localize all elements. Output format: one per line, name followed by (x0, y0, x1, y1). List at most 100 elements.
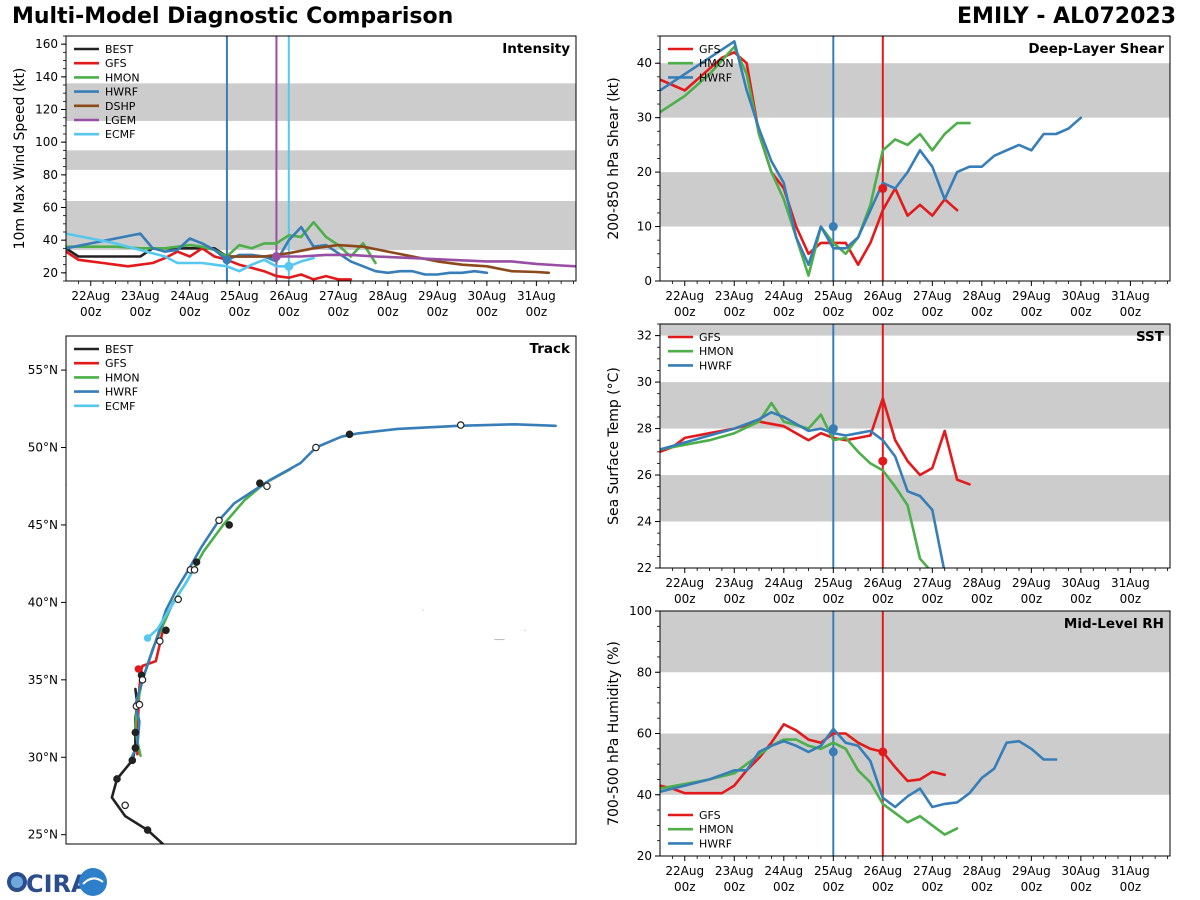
shear-legend-label-hmon: HMON (699, 57, 734, 70)
track-legend-label-hwrf: HWRF (105, 386, 138, 399)
cira-badge-icon (79, 868, 107, 896)
track-legend-label-hmon: HMON (105, 371, 140, 384)
track-series-gfs (136, 628, 165, 756)
intensity-ytick-label: 120 (35, 103, 58, 117)
track-position-marker (138, 676, 147, 684)
sst-ytick-label: 28 (637, 422, 652, 436)
sst-xtick-sublabel: 00z (1021, 592, 1043, 606)
track-position-marker (345, 430, 354, 439)
sst-marker-gfs (878, 456, 888, 466)
intensity-xtick-sublabel: 00z (179, 305, 201, 319)
sst-ytick-label: 30 (637, 375, 652, 389)
track-position-marker (456, 421, 465, 429)
intensity-band-2 (66, 83, 576, 121)
cira-logo: CIRA (7, 868, 107, 898)
sst-xtick-sublabel: 00z (823, 592, 845, 606)
intensity-xtick-sublabel: 00z (328, 305, 350, 319)
shear-ytick-label: 20 (637, 165, 652, 179)
intensity-xtick-label: 24Aug (170, 289, 209, 303)
shear-legend-label-hwrf: HWRF (699, 71, 732, 84)
shear-ytick-label: 40 (637, 56, 652, 70)
track-plot-area (66, 421, 557, 844)
track-position-marker (143, 826, 152, 834)
intensity-legend-label-dshp: DSHP (105, 100, 136, 113)
track-position-marker (174, 595, 183, 604)
storm-title: EMILY - AL072023 (957, 4, 1176, 29)
track-position-marker (192, 558, 201, 566)
sst-ytick-label: 32 (637, 329, 652, 343)
shear-xtick-label: 26Aug (863, 289, 902, 303)
shear-marker-hwrf (828, 222, 838, 232)
shear-band-0 (660, 172, 1170, 227)
rh-series-gfs (660, 722, 947, 795)
rh-xtick-sublabel: 00z (723, 880, 745, 894)
rh-legend-label-hwrf: HWRF (699, 837, 732, 850)
track-position-marker (113, 775, 121, 783)
rh-ytick-label: 40 (637, 788, 652, 802)
sst-xtick-label: 29Aug (1012, 576, 1051, 590)
sst-legend-label-gfs: GFS (699, 331, 721, 344)
rh-xtick-label: 30Aug (1062, 864, 1101, 878)
intensity-ytick-label: 40 (43, 233, 58, 247)
sst-xtick-label: 25Aug (814, 576, 853, 590)
sst-xtick-label: 22Aug (665, 576, 704, 590)
track-ytick-label: 40°N (28, 595, 58, 609)
intensity-marker-ecmf (284, 261, 294, 271)
rh-ytick-label: 60 (637, 727, 652, 741)
rh-title: Mid-Level RH (1064, 616, 1164, 632)
sst-frame (659, 323, 1171, 569)
rh-series-hwrf (660, 727, 1058, 809)
shear-xtick-label: 30Aug (1062, 289, 1101, 303)
shear-xtick-sublabel: 00z (723, 305, 745, 319)
shear-ytick-label: 0 (644, 274, 652, 288)
rh-band-1 (660, 611, 1170, 673)
track-title: Track (530, 341, 571, 357)
shear-ytick-label: 30 (637, 111, 652, 125)
intensity-plot-area (66, 36, 576, 281)
shear-xtick-sublabel: 00z (872, 305, 894, 319)
rh-panel: 20 40 60 80 100 22Aug 00z 23Aug 00z 24Aug 00z 25Aug… (606, 604, 1171, 894)
intensity-xtick-label: 26Aug (269, 289, 308, 303)
intensity-legend-label-best: BEST (105, 43, 133, 56)
shear-plot-area (660, 36, 1170, 281)
sst-xtick-label: 27Aug (913, 576, 952, 590)
sst-series-hwrf (660, 410, 946, 568)
track-frame (65, 335, 577, 845)
intensity-xtick-sublabel: 00z (526, 305, 548, 319)
sst-ylabel: Sea Surface Temp (°C) (606, 367, 622, 525)
rh-xtick-sublabel: 00z (1070, 880, 1092, 894)
shear-xtick-sublabel: 00z (1021, 305, 1043, 319)
sst-legend-label-hwrf: HWRF (699, 359, 732, 372)
track-island-speck (524, 629, 526, 631)
rh-xtick-label: 22Aug (665, 864, 704, 878)
sst-xtick-label: 23Aug (715, 576, 754, 590)
intensity-xtick-sublabel: 00z (229, 305, 251, 319)
shear-title: Deep-Layer Shear (1028, 41, 1164, 57)
shear-xtick-label: 22Aug (665, 289, 704, 303)
shear-xtick-label: 25Aug (814, 289, 853, 303)
track-ytick-label: 30°N (28, 750, 58, 764)
shear-series-hmon (660, 45, 971, 277)
track-position-marker (131, 728, 140, 737)
sst-xtick-sublabel: 00z (723, 592, 745, 606)
rh-ylabel: 700-500 hPa Humidity (%) (606, 641, 622, 826)
sst-band-0 (660, 475, 1170, 522)
rh-xtick-label: 27Aug (913, 864, 952, 878)
sst-panel: 22 24 26 28 30 32 22Aug 00z 23Aug 00z 24Aug 00z 25Au… (606, 323, 1171, 606)
rh-marker-gfs (878, 747, 888, 757)
intensity-legend-label-ecmf: ECMF (105, 128, 135, 141)
intensity-series-hmon (66, 220, 377, 265)
intensity-xtick-sublabel: 00z (377, 305, 399, 319)
rh-xtick-sublabel: 00z (971, 880, 993, 894)
intensity-xtick-label: 23Aug (121, 289, 160, 303)
intensity-xtick-label: 22Aug (71, 289, 110, 303)
track-legend-label-gfs: GFS (105, 357, 127, 370)
rh-xtick-sublabel: 00z (922, 880, 944, 894)
track-ytick-label: 25°N (28, 828, 58, 842)
intensity-ytick-label: 140 (35, 70, 58, 84)
intensity-xtick-sublabel: 00z (80, 305, 102, 319)
shear-xtick-sublabel: 00z (1120, 305, 1142, 319)
rh-xtick-label: 29Aug (1012, 864, 1051, 878)
shear-panel: 0 10 20 30 40 22Aug 00z 23Aug 00z 24Aug 00z 25Aug 00… (606, 35, 1171, 319)
rh-xtick-sublabel: 00z (1021, 880, 1043, 894)
